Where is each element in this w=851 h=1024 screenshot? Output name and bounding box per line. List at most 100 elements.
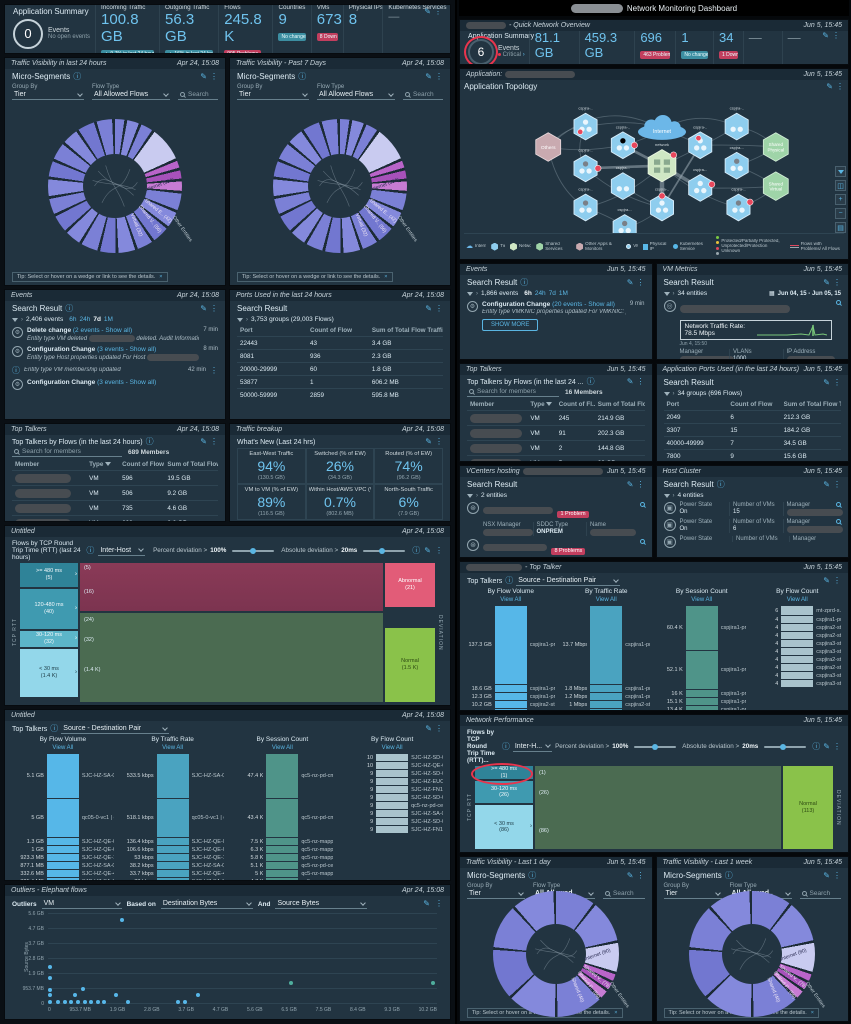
filter-icon[interactable] — [663, 493, 670, 498]
time-range-tab[interactable]: 7d — [548, 290, 556, 297]
filter-icon[interactable] — [467, 493, 473, 498]
filter-icon[interactable] — [12, 317, 18, 322]
edit-icon[interactable]: ✎ — [424, 545, 431, 555]
info-icon[interactable]: ⓘ — [145, 437, 154, 446]
flow-scope-select[interactable]: Inter-Host — [98, 546, 146, 556]
kebab-icon[interactable]: ⋮ — [434, 6, 442, 16]
rtt-node[interactable]: 30-120 ms (26) — [475, 781, 533, 804]
edit-icon[interactable]: ✎ — [200, 437, 207, 446]
table-row[interactable]: 40000-49999 7 34.5 GB — [663, 436, 841, 450]
bar[interactable] — [46, 754, 79, 799]
tier-node[interactable]: cspjra-.. — [573, 147, 602, 183]
time-range-tab[interactable]: 24h — [534, 290, 546, 297]
talker-bar-item[interactable]: 4cspjira3-st... — [775, 680, 841, 688]
tier-node[interactable]: cspjra-.. — [573, 187, 598, 222]
time-range-tab[interactable]: 7d — [93, 316, 101, 323]
traffic-stat-cell[interactable]: Within Host/AWS VPC (% .. 0.7% (802.6 MB… — [305, 484, 375, 520]
info-icon[interactable]: ⓘ — [73, 71, 82, 81]
flow-count-link[interactable]: 5 — [555, 455, 595, 461]
table-row[interactable]: 50000-59999 2859 595.8 MB — [237, 388, 443, 401]
rtt-sankey-chart[interactable]: TCP RTT >= 480 ms (1) 30-120 ms (26) < 30 … — [467, 763, 841, 849]
pair-select[interactable]: Source - Destination Pair — [516, 576, 621, 586]
kebab-icon[interactable]: ⋮ — [833, 277, 841, 287]
flow-count-link[interactable]: 596 — [119, 470, 165, 486]
bar[interactable] — [685, 690, 718, 698]
tier-node[interactable]: cspjra-.. — [610, 165, 635, 200]
bar[interactable] — [266, 870, 299, 878]
talker-bar-item[interactable]: 4cspjira2-st... — [775, 664, 841, 672]
topology-graph[interactable]: Internet Others Shared Physical Shared V… — [464, 91, 844, 234]
bar[interactable] — [156, 862, 189, 870]
summary-metric[interactable]: VMs 673 8 Down — [310, 5, 343, 53]
info-icon[interactable]: ⓘ — [586, 377, 595, 386]
tier-node[interactable]: cspjra-.. — [724, 145, 749, 180]
flow-count-link[interactable]: 43 — [307, 336, 369, 350]
scatter-point[interactable] — [69, 1000, 74, 1005]
time-range-tab[interactable]: 6h — [524, 290, 532, 297]
flow-count-link[interactable]: 245 — [555, 410, 595, 426]
filter-icon[interactable] — [237, 317, 243, 322]
edit-icon[interactable]: ✎ — [823, 377, 830, 387]
tier-node[interactable]: cspjra-.. — [724, 106, 749, 141]
edit-icon[interactable]: ✎ — [425, 724, 432, 733]
bar[interactable] — [376, 778, 409, 786]
edit-icon[interactable]: ✎ — [425, 303, 432, 313]
micro-segments-donut-chart[interactable]: Internet (80) Shared V.. (78) Shared P..… — [467, 890, 645, 1017]
and-select[interactable]: Source Bytes — [275, 899, 368, 909]
event-item[interactable]: ⚙ Delete change (2 events - Show all) En… — [12, 327, 218, 342]
kebab-icon[interactable]: ⋮ — [210, 303, 218, 313]
close-icon[interactable]: × — [810, 1010, 815, 1016]
vcenter-item[interactable]: ⊛ 1 Problem NSX Manager SDDC Type ONPREM … — [467, 502, 645, 537]
kebab-icon[interactable]: ⋮ — [435, 71, 443, 81]
talker-bar-item[interactable]: 4cspjira3-st... — [775, 672, 841, 680]
tier-node[interactable]: cspjra-.. — [649, 187, 675, 222]
edit-icon[interactable]: ✎ — [823, 870, 830, 880]
kebab-icon[interactable]: ⋮ — [636, 870, 645, 880]
normal-node[interactable]: Normal (1.5 K) — [385, 628, 435, 702]
talker-bar-item[interactable]: 137.3 GBcspjira1-pr... — [467, 606, 555, 685]
bar[interactable] — [590, 709, 623, 710]
scatter-point[interactable] — [102, 1000, 107, 1005]
table-row[interactable]: VM 596 19.5 GB — [12, 470, 218, 486]
tier-node[interactable]: cspjra-.. — [688, 124, 713, 160]
bar[interactable] — [156, 838, 189, 846]
summary-metric[interactable]: Incoming Traffic 100.8 GB ▲ 9.7% in last… — [95, 5, 159, 53]
bar[interactable] — [376, 810, 409, 818]
summary-metric[interactable]: Physical IPs 8 — [342, 5, 383, 53]
bar[interactable] — [156, 799, 189, 838]
edit-icon[interactable]: ✎ — [626, 377, 634, 386]
talker-bar-item[interactable]: 1 Mbpscspjira2-st... — [569, 701, 650, 709]
bar[interactable] — [781, 680, 814, 688]
donut-ring[interactable] — [273, 119, 407, 253]
bar[interactable] — [46, 846, 79, 854]
edit-icon[interactable]: ✎ — [823, 576, 830, 585]
internet-cloud-node[interactable]: Internet — [637, 115, 687, 140]
others-node[interactable]: Others — [535, 132, 562, 162]
edit-icon[interactable]: ✎ — [626, 479, 634, 489]
events-count-circle[interactable]: 6 — [468, 38, 494, 64]
normal-node[interactable]: Normal (113) — [783, 766, 833, 849]
view-all-link[interactable]: View All — [162, 745, 184, 752]
rtt-node[interactable]: >= 480 ms (1) — [471, 763, 533, 785]
flow-count-link[interactable]: 1 — [307, 375, 369, 389]
bar[interactable] — [266, 799, 299, 838]
bar[interactable] — [685, 606, 718, 651]
micro-segments-donut-chart[interactable]: Internet (502) Shared E.. (42) Shared V.… — [12, 102, 218, 270]
info-icon[interactable]: ⓘ — [65, 303, 74, 313]
summary-metric[interactable]: Outgoing Traffic 459.3 GB No changes — [578, 31, 635, 64]
talker-bar-item[interactable]: 18.6 GBcspjira1-pr... — [471, 685, 555, 693]
bar[interactable] — [46, 838, 79, 846]
edit-icon[interactable]: ✎ — [823, 277, 830, 287]
time-range-tab[interactable]: 24h — [79, 316, 91, 323]
bar[interactable] — [46, 878, 79, 880]
micro-segments-donut-chart[interactable]: Internet (80) Shared V.. (78) Shared P..… — [664, 890, 842, 1017]
